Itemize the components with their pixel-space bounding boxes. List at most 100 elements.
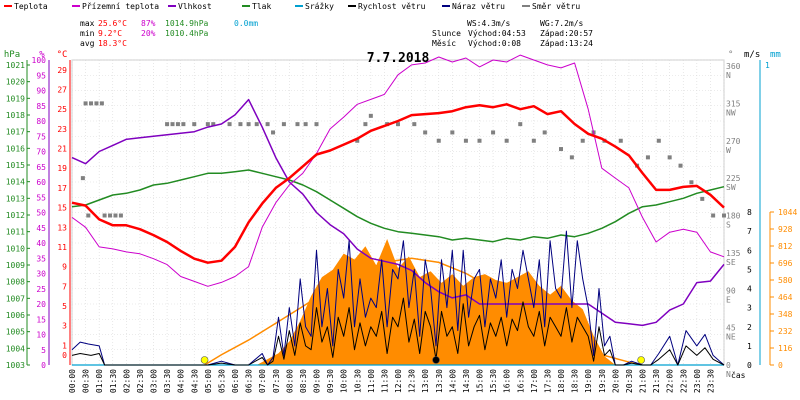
- chart-header: Teplota Přízemní teplota Vlhkost Tlak Srážky…: [4, 2, 593, 66]
- hpa-tick-label: 1007: [6, 294, 25, 303]
- celsius-tick-label: 13: [57, 223, 67, 232]
- degree-tick-label: 315: [726, 99, 741, 108]
- stats-temp: 25.6°C: [98, 19, 127, 28]
- x-tick-label: 00:00: [68, 369, 77, 393]
- event-marker: [637, 356, 645, 364]
- pct-tick-label: 60: [36, 178, 46, 187]
- radiation-tick-label: 0: [778, 361, 783, 370]
- ms-tick-label: 5: [747, 265, 752, 274]
- x-tick-label: 20:30: [625, 369, 634, 393]
- hpa-tick-label: 1013: [6, 194, 25, 203]
- ms-tick-label: 1: [747, 342, 752, 351]
- legend-label: Rychlost větru: [358, 2, 426, 11]
- wind-direction-point: [722, 213, 726, 218]
- ms-axis-title: m/s: [744, 50, 760, 60]
- degree-tick-label: 45: [726, 324, 736, 333]
- x-tick-label: 00:30: [82, 369, 91, 393]
- hpa-tick-label: 1008: [6, 278, 25, 287]
- wind-direction-point: [205, 122, 210, 127]
- wind-gust-info: WG:7.2m/s: [540, 19, 584, 28]
- degree-tick-label: 0: [726, 361, 731, 370]
- radiation-tick-label: 580: [778, 276, 793, 285]
- pct-tick-label: 50: [36, 209, 46, 218]
- direction-label: S: [726, 221, 731, 230]
- chart-title: 7.7.2018: [367, 51, 430, 66]
- wind-direction-point: [165, 122, 170, 127]
- celsius-tick-label: 0: [62, 351, 67, 360]
- radiation-tick-label: 116: [778, 344, 793, 353]
- x-tick-label: 11:00: [367, 369, 376, 393]
- x-tick-label: 14:30: [462, 369, 471, 393]
- stats-rain: 0.0mm: [234, 19, 258, 28]
- hpa-tick-label: 1010: [6, 244, 25, 253]
- wind-direction-point: [254, 122, 259, 127]
- direction-label: E: [726, 295, 731, 304]
- wind-direction-point: [363, 122, 368, 127]
- pct-tick-label: 65: [36, 163, 46, 172]
- ms-tick-label: 6: [747, 246, 752, 255]
- ms-tick-label: 7: [747, 227, 752, 236]
- degree-tick-label: 270: [726, 137, 741, 146]
- degree-tick-label: 135: [726, 249, 741, 258]
- wind-direction-point: [271, 130, 276, 135]
- pct-axis-title: %: [39, 50, 45, 60]
- legend-label: Teplota: [14, 2, 48, 11]
- hpa-tick-label: 1014: [6, 178, 25, 187]
- wind-direction-point: [314, 122, 319, 127]
- x-tick-label: 08:00: [285, 369, 294, 393]
- direction-label: N: [726, 71, 731, 80]
- x-tick-label: 19:30: [598, 369, 607, 393]
- x-tick-label: 12:00: [394, 369, 403, 393]
- hpa-tick-label: 1006: [6, 311, 25, 320]
- moonset-info: Západ:13:24: [540, 39, 593, 48]
- x-tick-label: 21:00: [639, 369, 648, 393]
- sunset-info: Západ:20:57: [540, 29, 593, 38]
- temperature-line: [71, 103, 725, 264]
- pct-tick-label: 10: [36, 331, 46, 340]
- stats-temp: 18.3°C: [98, 39, 127, 48]
- celsius-tick-label: 9: [62, 263, 67, 272]
- event-marker: [200, 356, 209, 364]
- hpa-axis-title: hPa: [4, 50, 20, 60]
- ms-tick-label: 0: [747, 361, 752, 370]
- wind-direction-point: [303, 122, 308, 127]
- degree-tick-label: 180: [726, 212, 741, 221]
- x-tick-label: 01:00: [95, 369, 104, 393]
- x-tick-label: 04:30: [190, 369, 199, 393]
- wind-direction-point: [80, 176, 85, 181]
- hpa-tick-label: 1005: [6, 328, 25, 337]
- x-tick-label: 02:30: [136, 369, 145, 393]
- wind-direction-point: [569, 155, 574, 160]
- wind-direction-point: [238, 122, 243, 127]
- pct-tick-label: 30: [36, 270, 46, 279]
- stats-row-label: max: [80, 19, 95, 28]
- wind-direction-point: [89, 101, 94, 106]
- pct-tick-label: 100: [32, 56, 47, 65]
- radiation-tick-label: 812: [778, 242, 793, 251]
- pct-tick-label: 15: [36, 315, 46, 324]
- degree-axis-title: °: [728, 50, 733, 60]
- wind-direction-point: [368, 113, 373, 118]
- direction-label: SE: [726, 258, 736, 267]
- wind-direction-point: [678, 163, 683, 168]
- sunrise-info: Východ:04:53: [468, 29, 526, 38]
- x-tick-label: 08:30: [299, 369, 308, 393]
- x-tick-label: 10:00: [340, 369, 349, 393]
- degree-tick-label: 90: [726, 286, 736, 295]
- pct-tick-label: 0: [41, 361, 46, 370]
- stats-row-label: min: [80, 29, 95, 38]
- x-tick-label: 18:30: [571, 369, 580, 393]
- x-tick-label: 11:30: [380, 369, 389, 393]
- ms-tick-label: 8: [747, 208, 752, 217]
- wind-direction-point: [618, 138, 623, 143]
- celsius-tick-label: 1: [62, 341, 67, 350]
- wind-direction-point: [396, 122, 400, 127]
- x-tick-label: 09:30: [326, 369, 335, 393]
- wind-direction-point: [175, 122, 180, 127]
- wind-direction-point: [211, 122, 216, 127]
- x-tick-label: 06:00: [231, 369, 240, 393]
- x-tick-label: 02:00: [122, 369, 131, 393]
- wind-direction-point: [542, 130, 547, 135]
- wind-direction-point: [265, 122, 270, 127]
- wind-direction-point: [246, 122, 251, 127]
